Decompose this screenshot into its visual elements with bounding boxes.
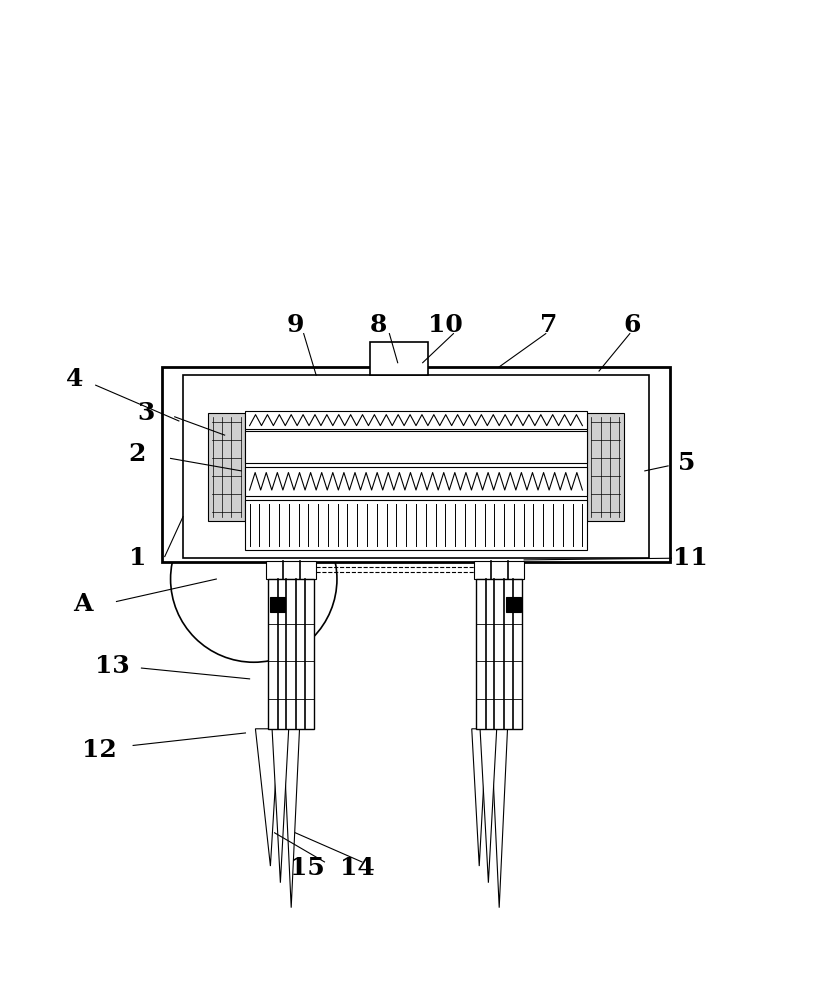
Text: 8: 8	[370, 313, 387, 337]
Bar	[587, 413, 624, 521]
Polygon shape	[272, 729, 289, 883]
Text: A: A	[73, 592, 93, 616]
Text: 4: 4	[67, 367, 83, 391]
Text: 12: 12	[82, 738, 117, 762]
Text: 6: 6	[624, 313, 641, 337]
Text: 2: 2	[129, 442, 146, 466]
Text: 9: 9	[286, 313, 305, 337]
Bar	[268, 579, 314, 729]
Bar	[266, 561, 316, 579]
Text: 7: 7	[541, 313, 557, 337]
Polygon shape	[472, 729, 487, 866]
Bar	[245, 500, 587, 550]
Bar	[370, 342, 428, 375]
Bar	[245, 411, 587, 429]
Polygon shape	[255, 729, 279, 866]
Text: 15: 15	[290, 856, 325, 880]
Text: 11: 11	[673, 546, 708, 570]
Bar	[245, 431, 587, 463]
Polygon shape	[283, 729, 300, 908]
Bar	[506, 597, 521, 612]
Bar	[245, 467, 587, 496]
Bar	[183, 375, 649, 558]
Text: 1: 1	[129, 546, 146, 570]
Polygon shape	[491, 729, 508, 908]
Text: 3: 3	[137, 401, 154, 425]
Bar	[474, 561, 524, 579]
Text: 5: 5	[678, 451, 695, 475]
Text: 13: 13	[95, 654, 130, 678]
Bar	[208, 413, 245, 521]
Bar	[476, 579, 522, 729]
Polygon shape	[480, 729, 497, 883]
Text: 14: 14	[340, 856, 375, 880]
Bar	[162, 367, 670, 562]
Bar	[270, 597, 285, 612]
Text: 10: 10	[428, 313, 463, 337]
